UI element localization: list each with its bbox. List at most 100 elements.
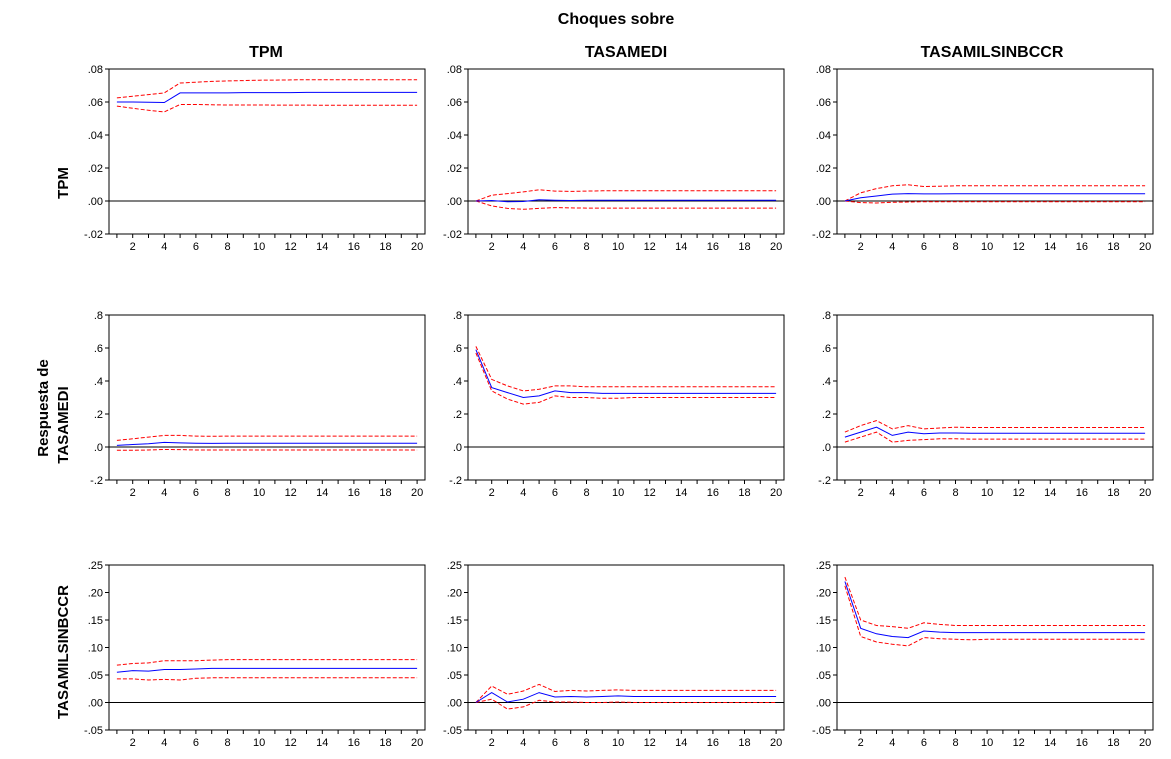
y-tick-label: .02 xyxy=(816,163,831,175)
x-tick-label: 6 xyxy=(193,241,199,253)
x-tick-label: 18 xyxy=(738,487,750,499)
y-tick-label: -.02 xyxy=(443,229,462,241)
y-tick-label: -.05 xyxy=(84,725,103,737)
upper-band-line xyxy=(116,434,418,441)
x-tick-label: 18 xyxy=(1107,737,1119,749)
response-line xyxy=(844,426,1146,438)
x-tick-label: 14 xyxy=(1044,737,1056,749)
y-tick-label: .06 xyxy=(816,97,831,109)
y-tick-label: .00 xyxy=(447,698,462,710)
y-tick-label: .06 xyxy=(88,97,103,109)
x-tick-label: 4 xyxy=(520,487,526,499)
response-line xyxy=(844,193,1146,202)
plot-frame xyxy=(108,314,426,481)
x-tick-label: 4 xyxy=(889,487,895,499)
y-tick-label: .00 xyxy=(88,698,103,710)
x-tick-label: 16 xyxy=(707,737,719,749)
x-tick-label: 2 xyxy=(489,241,495,253)
x-tick-label: 6 xyxy=(193,737,199,749)
y-tick-label: .10 xyxy=(88,643,103,655)
y-tick-label: .10 xyxy=(447,643,462,655)
y-tick-label: .04 xyxy=(447,130,462,142)
x-tick-label: 16 xyxy=(348,241,360,253)
lower-band-line xyxy=(475,698,777,710)
x-tick-label: 10 xyxy=(981,241,993,253)
x-tick-label: 2 xyxy=(489,487,495,499)
y-tick-label: .8 xyxy=(822,310,831,322)
x-tick-label: 2 xyxy=(489,737,495,749)
x-tick-label: 14 xyxy=(675,487,687,499)
x-tick-label: 12 xyxy=(644,737,656,749)
x-tick-label: 4 xyxy=(161,487,167,499)
upper-band-line xyxy=(116,79,418,99)
response-line xyxy=(475,199,777,203)
x-tick-label: 20 xyxy=(1139,737,1151,749)
response-line xyxy=(475,692,777,703)
panel-1-3: -.02 .00 .02 .04 .06 .08 2 4 6 8 10 12 14 16 18 20 xyxy=(812,64,1154,253)
y-tick-label: .04 xyxy=(88,130,103,142)
row-label-2: TASAMEDI xyxy=(55,386,72,463)
upper-band-line xyxy=(844,184,1146,202)
x-tick-label: 10 xyxy=(253,241,265,253)
upper-band-line xyxy=(475,346,777,392)
panel-1-2: -.02 .00 .02 .04 .06 .08 2 4 6 8 10 12 14 16 18 20 xyxy=(443,64,785,253)
x-tick-label: 6 xyxy=(552,487,558,499)
row-group-label: Respuesta de xyxy=(35,359,52,457)
x-tick-label: 2 xyxy=(130,487,136,499)
response-line xyxy=(475,349,777,399)
x-tick-label: 16 xyxy=(1076,487,1088,499)
x-tick-label: 18 xyxy=(379,487,391,499)
upper-band-line xyxy=(475,683,777,703)
x-tick-label: 20 xyxy=(770,487,782,499)
plot-frame xyxy=(836,314,1154,481)
y-tick-label: .08 xyxy=(447,64,462,76)
lower-band-line xyxy=(475,352,777,405)
x-tick-label: 18 xyxy=(738,737,750,749)
y-tick-label: .15 xyxy=(816,615,831,627)
x-tick-label: 4 xyxy=(889,737,895,749)
y-tick-label: .25 xyxy=(88,560,103,572)
y-tick-label: .05 xyxy=(88,670,103,682)
y-tick-label: .02 xyxy=(88,163,103,175)
x-tick-label: 8 xyxy=(583,737,589,749)
lower-band-line xyxy=(844,200,1146,204)
x-tick-label: 16 xyxy=(707,241,719,253)
y-tick-label: .6 xyxy=(822,343,831,355)
x-tick-label: 8 xyxy=(583,241,589,253)
y-tick-label: .8 xyxy=(453,310,462,322)
y-tick-label: .00 xyxy=(816,698,831,710)
y-tick-label: -.05 xyxy=(443,725,462,737)
panel-3-1: -.05 .00 .05 .10 .15 .20 .25 2 4 6 8 10 12 14 16 18 20 xyxy=(84,560,426,749)
x-tick-label: 8 xyxy=(952,737,958,749)
x-tick-label: 10 xyxy=(612,241,624,253)
panel-3-2: -.05 .00 .05 .10 .15 .20 .25 2 4 6 8 10 12 14 16 18 20 xyxy=(443,560,785,749)
x-tick-label: 20 xyxy=(770,737,782,749)
x-tick-label: 12 xyxy=(1013,487,1025,499)
x-tick-label: 10 xyxy=(981,737,993,749)
upper-band-line xyxy=(116,659,418,666)
x-tick-label: 2 xyxy=(130,241,136,253)
y-tick-label: .6 xyxy=(94,343,103,355)
x-tick-label: 12 xyxy=(285,737,297,749)
x-tick-label: 10 xyxy=(253,737,265,749)
x-tick-label: 14 xyxy=(1044,241,1056,253)
x-tick-label: 10 xyxy=(253,487,265,499)
y-tick-label: .0 xyxy=(453,442,462,454)
x-tick-label: 12 xyxy=(1013,737,1025,749)
y-tick-label: .02 xyxy=(447,163,462,175)
x-tick-label: 6 xyxy=(921,241,927,253)
x-tick-label: 12 xyxy=(644,241,656,253)
y-tick-label: .00 xyxy=(447,196,462,208)
x-tick-label: 20 xyxy=(411,487,423,499)
x-tick-label: 16 xyxy=(1076,241,1088,253)
x-tick-label: 20 xyxy=(411,241,423,253)
y-tick-label: .05 xyxy=(816,670,831,682)
x-tick-label: 6 xyxy=(921,487,927,499)
x-tick-label: 2 xyxy=(130,737,136,749)
x-tick-label: 6 xyxy=(193,487,199,499)
lower-band-line xyxy=(116,677,418,681)
x-tick-label: 8 xyxy=(224,737,230,749)
lower-band-line xyxy=(116,104,418,113)
x-tick-label: 18 xyxy=(1107,241,1119,253)
x-tick-label: 10 xyxy=(612,737,624,749)
